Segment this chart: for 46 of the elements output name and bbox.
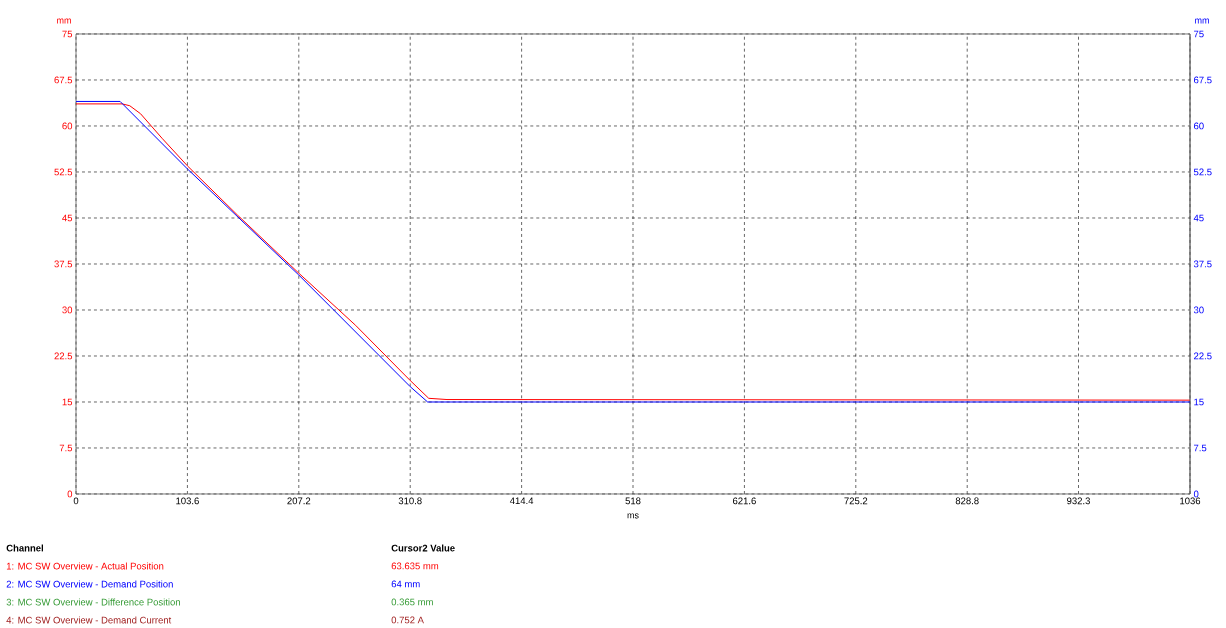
text: 4: MC SW Overview - Demand Current bbox=[6, 616, 172, 624]
x-tick-label: 1036 bbox=[1180, 497, 1201, 505]
x-tick-label: 310.8 bbox=[398, 497, 422, 505]
y-tick-label: 22.5 bbox=[54, 352, 73, 360]
text: 2: MC SW Overview - Demand Position bbox=[6, 580, 173, 588]
x-tick-label: 207.2 bbox=[287, 497, 311, 505]
x-tick-label: 932.3 bbox=[1067, 497, 1090, 505]
y-tick-label: 75 bbox=[62, 30, 73, 38]
y-tick-label: 0 bbox=[67, 490, 73, 498]
x-tick-label: 828.8 bbox=[955, 497, 979, 505]
x-tick-label: 621.6 bbox=[733, 497, 756, 505]
text: Cursor2 Value bbox=[391, 544, 455, 552]
y-tick-label: 37.5 bbox=[54, 260, 73, 268]
y-tick-label: 15 bbox=[62, 398, 73, 406]
x-tick-label: 103.6 bbox=[176, 497, 199, 505]
y2-tick-label: 37.5 bbox=[1193, 260, 1212, 268]
y2-tick-label: 0 bbox=[1193, 490, 1199, 498]
y2-tick-label: 15 bbox=[1194, 398, 1204, 406]
text: 64 mm bbox=[391, 580, 420, 588]
y-tick-label: 67.5 bbox=[54, 76, 73, 84]
y2-tick-label: 22.5 bbox=[1194, 352, 1212, 360]
y2-tick-label: 30 bbox=[1193, 306, 1204, 314]
x-tick-label: 0 bbox=[73, 497, 79, 505]
y2-tick-label: 7.5 bbox=[1194, 444, 1207, 452]
x-tick-label: 518 bbox=[625, 497, 641, 505]
y-tick-label: 60 bbox=[62, 122, 73, 130]
y-axis-title: mm bbox=[57, 18, 71, 24]
y2-tick-label: 60 bbox=[1194, 122, 1204, 130]
y-tick-label: 45 bbox=[62, 214, 73, 222]
y2-axis-title: mm bbox=[1195, 18, 1209, 24]
text: 0.365 mm bbox=[391, 598, 433, 606]
y-tick-label: 30 bbox=[62, 306, 73, 314]
y-tick-label: 52.5 bbox=[54, 168, 73, 176]
y2-tick-label: 67.5 bbox=[1194, 76, 1212, 84]
text: 1: MC SW Overview - Actual Position bbox=[6, 562, 164, 570]
text: 63.635 mm bbox=[391, 562, 439, 570]
y2-tick-label: 52.5 bbox=[1193, 168, 1212, 176]
text: 0.752 A bbox=[391, 616, 424, 624]
text: Channel bbox=[6, 544, 44, 552]
x-tick-label: 414.4 bbox=[509, 497, 534, 505]
x-tick-label: 725.2 bbox=[844, 497, 868, 505]
x-axis-title: ms bbox=[627, 513, 639, 519]
y2-tick-label: 75 bbox=[1194, 30, 1204, 38]
y2-tick-label: 45 bbox=[1193, 214, 1204, 222]
y-tick-label: 7.5 bbox=[59, 444, 73, 452]
text: 3: MC SW Overview - Difference Position bbox=[6, 598, 180, 606]
